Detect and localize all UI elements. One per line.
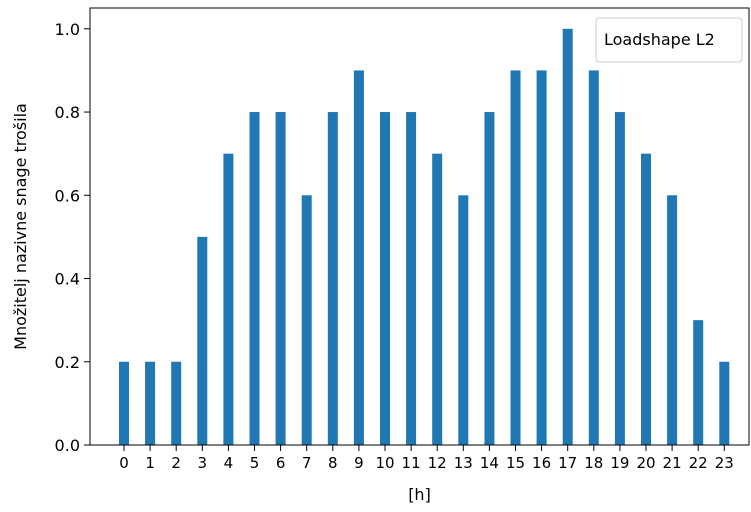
y-tick-label: 0.6: [55, 186, 80, 205]
x-tick-label: 0: [119, 454, 129, 472]
bar-h2: [171, 361, 182, 445]
y-tick-label: 0.4: [55, 270, 80, 289]
y-tick-label: 1.0: [55, 20, 80, 39]
bar-h4: [223, 153, 234, 445]
bars-group: [119, 28, 730, 446]
bar-h10: [380, 112, 390, 446]
x-tick-label: 3: [198, 454, 208, 472]
bar-h14: [484, 112, 495, 446]
y-axis-ticks: 0.0 0.2 0.4 0.6 0.8 1.0: [55, 20, 90, 455]
x-tick-label: 7: [302, 454, 312, 472]
bar-h3: [197, 236, 208, 445]
x-tick-label: 5: [250, 454, 260, 472]
bar-h20: [641, 153, 651, 445]
legend[interactable]: Loadshape L2: [595, 17, 743, 63]
bar-h0: [119, 361, 129, 445]
y-tick-label: 0.2: [55, 353, 80, 372]
bar-h9: [353, 70, 364, 445]
x-tick-label: 1: [145, 454, 155, 472]
x-tick-label: 15: [506, 454, 525, 472]
x-tick-label: 12: [428, 454, 447, 472]
bar-h17: [562, 28, 573, 446]
x-tick-label: 8: [328, 454, 338, 472]
x-tick-label: 13: [454, 454, 473, 472]
legend-entry-loadshape-l2: Loadshape L2: [604, 30, 715, 49]
x-tick-label: 19: [610, 454, 629, 472]
bar-h7: [301, 195, 312, 445]
legend-box: [595, 17, 743, 63]
x-axis-ticks: 0 1 2 3 4 5 6 7 8 9 10 11 12 13 14 15 16 17 18 19 20 21 22 23: [119, 445, 734, 472]
bar-h1: [145, 361, 156, 445]
bar-h12: [432, 153, 443, 445]
bar-h19: [614, 112, 625, 446]
bar-h6: [275, 112, 286, 446]
bar-h16: [536, 70, 547, 445]
x-tick-label: 11: [402, 454, 421, 472]
bar-h21: [667, 195, 678, 445]
bar-h22: [693, 320, 704, 445]
bar-h5: [249, 112, 260, 446]
x-tick-label: 14: [480, 454, 499, 472]
axes-frame: [89, 7, 750, 446]
x-tick-label: 9: [354, 454, 364, 472]
y-tick-label: 0.8: [55, 103, 80, 122]
x-tick-label: 17: [558, 454, 577, 472]
bar-h11: [406, 112, 417, 446]
x-tick-label: 21: [663, 454, 682, 472]
bar-h8: [327, 112, 338, 446]
x-tick-label: 20: [636, 454, 655, 472]
x-tick-label: 22: [689, 454, 708, 472]
x-tick-label: 4: [224, 454, 234, 472]
y-axis-label: Množitelj nazivne snage trošila: [11, 103, 30, 350]
x-tick-label: 2: [171, 454, 181, 472]
x-axis-label: [h]: [408, 485, 431, 504]
x-tick-label: 16: [532, 454, 551, 472]
x-tick-label: 18: [584, 454, 603, 472]
bar-h13: [458, 195, 469, 445]
bar-h18: [588, 70, 599, 445]
x-tick-label: 10: [375, 454, 394, 472]
bar-h23: [719, 361, 730, 445]
y-tick-label: 0.0: [55, 436, 80, 455]
x-tick-label: 23: [715, 454, 734, 472]
x-tick-label: 6: [276, 454, 286, 472]
bar-h15: [510, 70, 521, 445]
